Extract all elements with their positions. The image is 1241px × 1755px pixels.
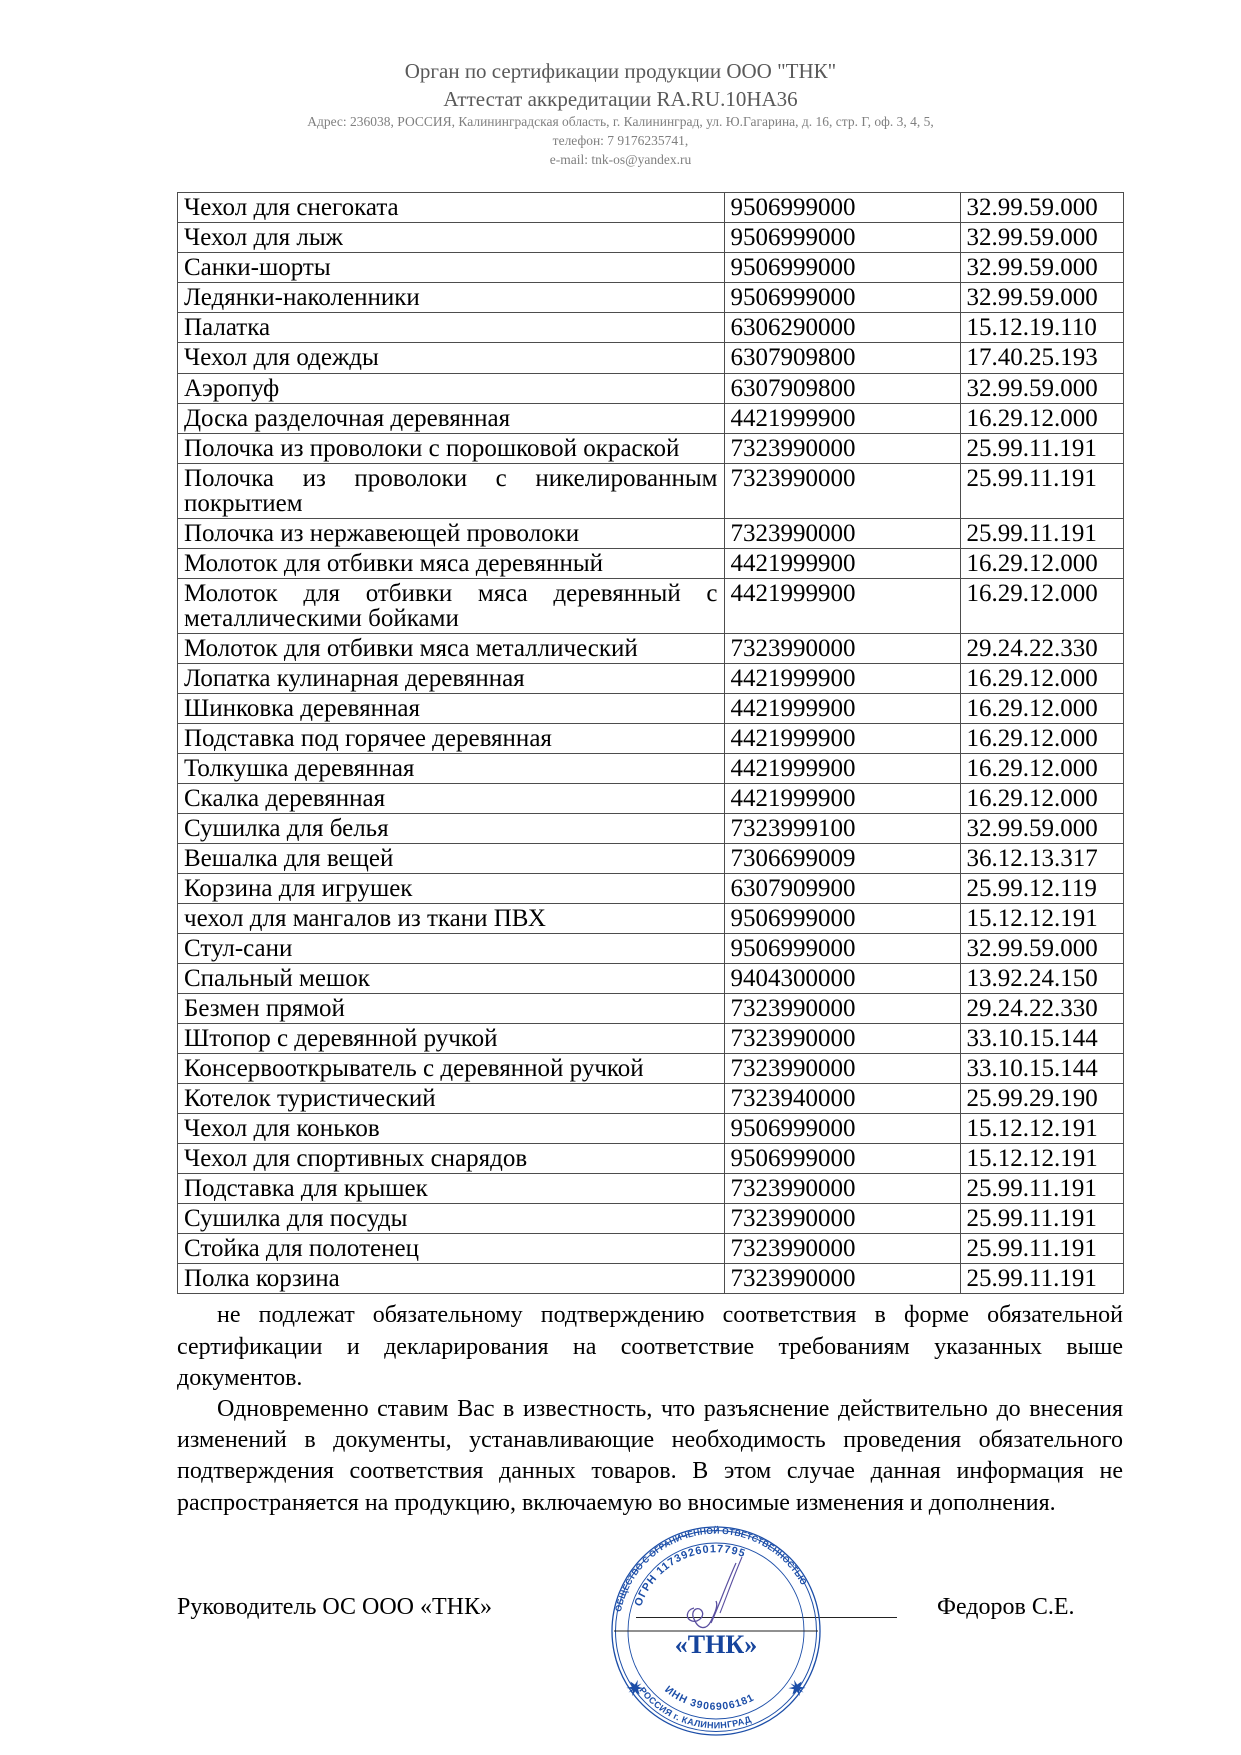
svg-text:ИНН 3906906181: ИНН 3906906181: [662, 1684, 756, 1713]
svg-text:«ТНК»: «ТНК»: [675, 1630, 757, 1659]
